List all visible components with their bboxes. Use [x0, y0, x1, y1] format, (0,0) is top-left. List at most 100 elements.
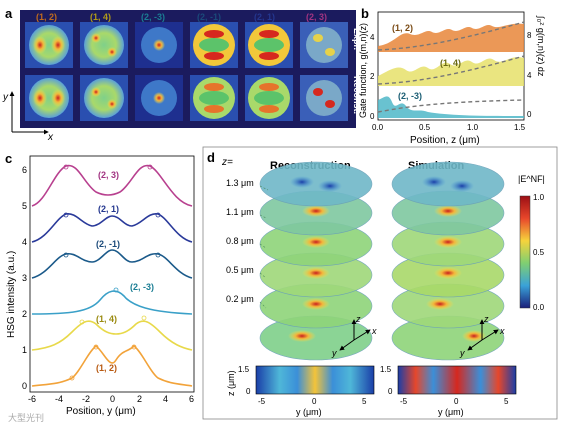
expr-disk [29, 25, 69, 65]
marker [147, 164, 153, 170]
y-tick-right: 4 [527, 71, 532, 80]
hotspot [426, 298, 454, 310]
hotspot [462, 330, 486, 342]
y-tick: 0 [22, 381, 27, 391]
reconst-disk [84, 78, 124, 118]
x-tick: -5 [400, 397, 408, 406]
axis-x-label: x [499, 326, 505, 336]
x-tick: 2 [137, 394, 142, 404]
cross-section-ticks: -5 0 5 0 1.5 [238, 365, 367, 406]
y-tick-right: 8 [527, 31, 532, 40]
reconst-disk [29, 78, 69, 118]
cold-spot [450, 180, 474, 192]
simulation-stack [391, 161, 505, 361]
colorbar-tick: 0.0 [533, 303, 545, 312]
hotspot [107, 47, 117, 57]
reconstruction-stack [259, 161, 373, 361]
hotspot [259, 83, 279, 91]
band [254, 38, 284, 52]
hotspot [51, 36, 65, 54]
x-tick: 4 [163, 394, 168, 404]
axis-x-label: x [371, 326, 377, 336]
colorbar: |E^NF| 1.0 0.5 0.0 [518, 174, 545, 312]
cross-section-xlabel: y (μm) [296, 407, 322, 417]
profile-2-m1 [31, 249, 193, 279]
hotspot [259, 52, 279, 60]
leader-lines [259, 185, 269, 309]
x-tick: 0 [312, 397, 317, 406]
hotspot [204, 105, 224, 113]
mode-label: (2, 1) [254, 12, 275, 22]
band [199, 38, 229, 52]
z-level: 1.3 μm [226, 178, 254, 188]
x-tick: 0 [454, 397, 459, 406]
panel-b-ylabel-left: Gate function, g(m,n)(z) [358, 23, 368, 118]
profile-1-2 [31, 344, 193, 387]
z-level: 0.8 μm [226, 236, 254, 246]
band [199, 91, 229, 105]
marker [63, 252, 69, 258]
hotspot [259, 105, 279, 113]
panel-a-expr-row [25, 22, 348, 68]
leader-line [259, 185, 269, 191]
hotspot [153, 39, 165, 51]
y-tick: 3 [22, 273, 27, 283]
x-tick: -5 [258, 397, 266, 406]
colorbar-title: |E^NF| [518, 174, 545, 184]
panel-c-ticks: -6 -4 -2 0 2 4 6 0 1 2 3 4 5 6 [22, 165, 194, 404]
hotspot [91, 33, 101, 43]
hotspot [302, 298, 330, 310]
cold-spot [290, 176, 314, 188]
leader-line [259, 243, 267, 249]
mode-label: (1, 4) [90, 12, 111, 22]
y-tick: 5 [22, 201, 27, 211]
hotspot [434, 267, 462, 279]
plot-frame [29, 155, 195, 393]
reconst-disk [306, 80, 342, 116]
hotspot [302, 205, 330, 217]
axis-y-label: y [2, 92, 9, 103]
row-label-expr: Expr. [352, 28, 362, 50]
y-tick-right: 0 [527, 110, 532, 119]
y-tick-left: 4 [370, 33, 375, 42]
axis-z-label: z [483, 314, 489, 324]
hotspot [288, 330, 316, 342]
axis-x [353, 329, 371, 341]
mode-label: (2, -3) [141, 12, 165, 22]
leader-line [259, 214, 267, 219]
hotspot [302, 236, 330, 248]
curve-label: (1, 2) [96, 363, 117, 373]
hotspot [153, 92, 165, 104]
y-tick: 6 [22, 165, 27, 175]
x-tick: -4 [55, 394, 63, 404]
panel-b-ylabel-right: ∫₀ᶻ g(m,n)(z) dz [536, 15, 546, 77]
cross-section-image [397, 365, 517, 395]
marker [141, 315, 147, 321]
curve-label: (2, -1) [96, 239, 120, 249]
panel-c-curve-labels: (2, 3) (2, 1) (2, -1) (2, -3) (1, 4) (1,… [96, 170, 154, 373]
integral-curve-1-2 [377, 21, 525, 51]
marker [155, 252, 161, 258]
panel-d-frame [202, 146, 558, 420]
disk-layer [391, 161, 505, 207]
colorbar-tick: 1.0 [533, 193, 545, 202]
hotspot [204, 30, 224, 38]
panel-b-xlabel: Position, z (μm) [410, 135, 480, 146]
panel-a-label: a [5, 6, 13, 21]
x-tick: 0 [110, 394, 115, 404]
axis-y [339, 339, 355, 351]
curve-label: (2, 3) [98, 170, 119, 180]
profile-1-4 [31, 320, 193, 351]
hotspot [107, 99, 117, 109]
mode-label: (1, 2) [36, 12, 57, 22]
hotspot [325, 48, 335, 56]
leader-line [259, 301, 267, 309]
mode-label: (2, -1) [197, 12, 221, 22]
hotspot [204, 83, 224, 91]
band [254, 91, 284, 105]
y-tick: 1.5 [380, 365, 392, 374]
hotspot [434, 236, 462, 248]
marker [155, 212, 161, 218]
marker [93, 344, 99, 350]
